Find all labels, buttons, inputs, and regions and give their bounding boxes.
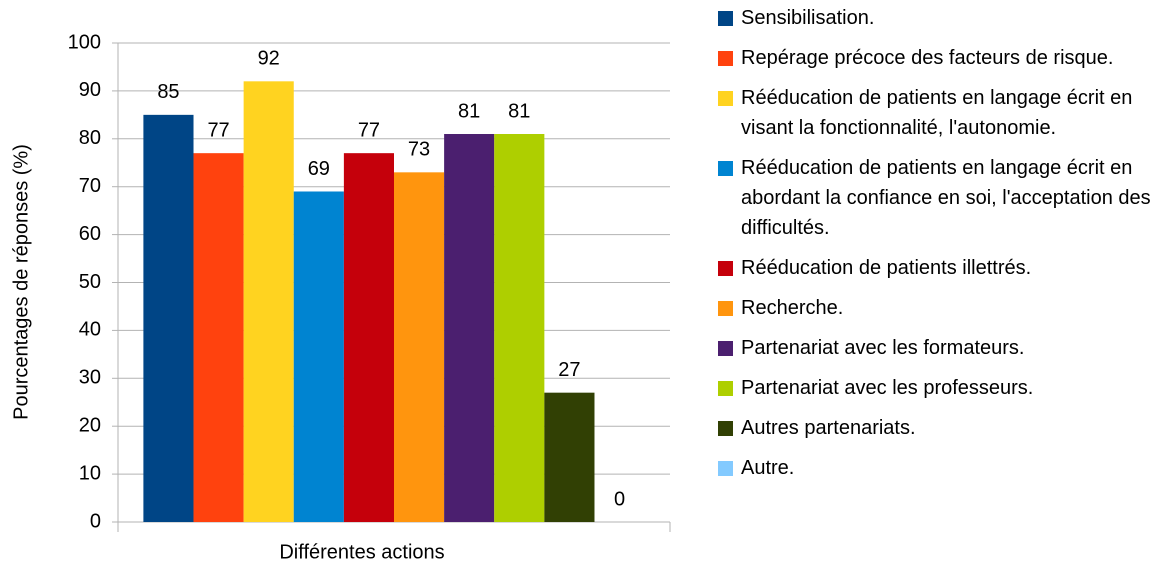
y-tick-label: 60 xyxy=(79,223,101,245)
value-label: 81 xyxy=(508,100,530,122)
legend-swatch xyxy=(718,461,733,476)
legend-swatch xyxy=(718,341,733,356)
legend-swatch xyxy=(718,421,733,436)
legend-label: Autre. xyxy=(741,457,795,479)
y-tick-label: 90 xyxy=(79,79,101,101)
bar xyxy=(293,191,344,523)
legend-item: Repérage précoce des facteurs de risque. xyxy=(718,43,1173,73)
y-tick-label: 80 xyxy=(79,127,101,149)
legend-swatch xyxy=(718,381,733,396)
legend-label: Rééducation de patients en langage écrit… xyxy=(741,157,1151,239)
bar xyxy=(243,81,294,522)
legend-label: Partenariat avec les formateurs. xyxy=(741,337,1025,359)
y-tick-label: 0 xyxy=(90,510,101,532)
bar xyxy=(394,172,445,522)
legend-swatch xyxy=(718,261,733,276)
value-label: 81 xyxy=(458,100,480,122)
legend-swatch xyxy=(718,301,733,316)
legend-label: Rééducation de patients illettrés. xyxy=(741,257,1032,279)
bar xyxy=(494,134,545,522)
y-axis-label: Pourcentages de réponses (%) xyxy=(10,144,32,420)
y-tick-label: 10 xyxy=(79,462,101,484)
value-label: 0 xyxy=(614,488,625,510)
legend-label: Sensibilisation. xyxy=(741,7,875,29)
legend-swatch xyxy=(718,91,733,106)
legend-label: Recherche. xyxy=(741,297,844,319)
legend-item: Rééducation de patients en langage écrit… xyxy=(718,83,1173,143)
value-label: 77 xyxy=(207,119,229,141)
y-tick-label: 100 xyxy=(68,31,101,53)
bar xyxy=(444,134,495,522)
legend-item: Autre. xyxy=(718,453,1173,483)
legend-swatch xyxy=(718,161,733,176)
bar xyxy=(544,392,595,522)
legend-item: Partenariat avec les formateurs. xyxy=(718,333,1173,363)
y-tick-label: 50 xyxy=(79,271,101,293)
legend-item: Partenariat avec les professeurs. xyxy=(718,373,1173,403)
legend-item: Recherche. xyxy=(718,293,1173,323)
value-label: 92 xyxy=(258,48,280,70)
y-tick-label: 30 xyxy=(79,367,101,389)
legend-item: Rééducation de patients illettrés. xyxy=(718,253,1173,283)
legend-item: Rééducation de patients en langage écrit… xyxy=(718,153,1173,243)
legend-swatch xyxy=(718,11,733,26)
value-label: 77 xyxy=(358,119,380,141)
bar xyxy=(343,153,394,523)
x-tick-label: Différentes actions xyxy=(279,541,444,563)
legend-item: Sensibilisation. xyxy=(718,3,1173,33)
legend-label: Rééducation de patients en langage écrit… xyxy=(741,87,1133,139)
chart: Différentes actions Pourcentages de répo… xyxy=(10,31,671,563)
legend-item: Autres partenariats. xyxy=(718,413,1173,443)
y-tick-label: 40 xyxy=(79,319,101,341)
bar xyxy=(193,153,244,523)
legend-label: Partenariat avec les professeurs. xyxy=(741,377,1034,399)
value-label: 85 xyxy=(157,81,179,103)
legend: Sensibilisation. Repérage précoce des fac… xyxy=(718,3,1173,493)
legend-label: Autres partenariats. xyxy=(741,417,916,439)
legend-swatch xyxy=(718,51,733,66)
value-label: 69 xyxy=(308,158,330,180)
value-label: 27 xyxy=(558,359,580,381)
y-tick-label: 70 xyxy=(79,175,101,197)
legend-label: Repérage précoce des facteurs de risque. xyxy=(741,47,1114,69)
y-tick-label: 20 xyxy=(79,414,101,436)
value-label: 73 xyxy=(408,139,430,161)
bar xyxy=(143,114,194,522)
